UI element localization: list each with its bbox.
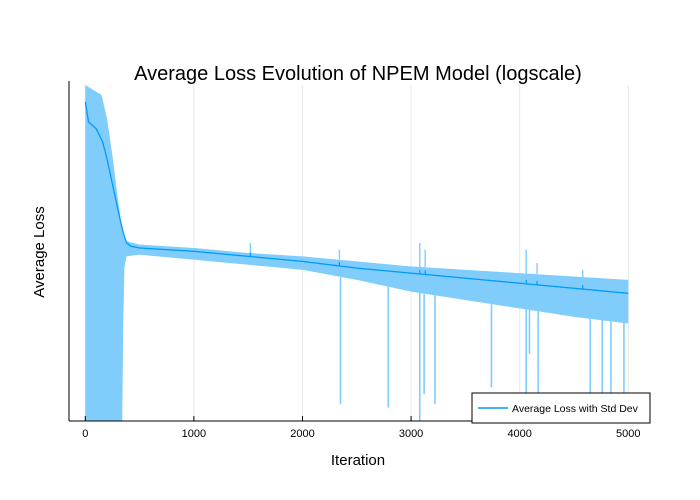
legend: Average Loss with Std Dev [471, 392, 651, 424]
chart-title: Average Loss Evolution of NPEM Model (lo… [134, 63, 582, 85]
x-tick-label: 4000 [507, 428, 531, 440]
mean-line [84, 101, 629, 294]
x-ticks: 0 1000 2000 3000 4000 5000 [82, 416, 641, 440]
x-tick-label: 1000 [182, 428, 206, 440]
x-axis-title: Iteration [331, 452, 385, 469]
grid [84, 85, 629, 421]
std-band-area [85, 85, 629, 421]
y-axis-title: Average Loss [31, 206, 48, 297]
x-tick-label: 0 [82, 428, 88, 440]
x-tick-label: 2000 [290, 428, 314, 440]
x-tick-label: 3000 [399, 428, 423, 440]
x-tick-label: 5000 [616, 428, 640, 440]
mean-line-path [84, 101, 629, 294]
legend-label: Average Loss with Std Dev [512, 403, 639, 415]
std-band [85, 85, 629, 421]
